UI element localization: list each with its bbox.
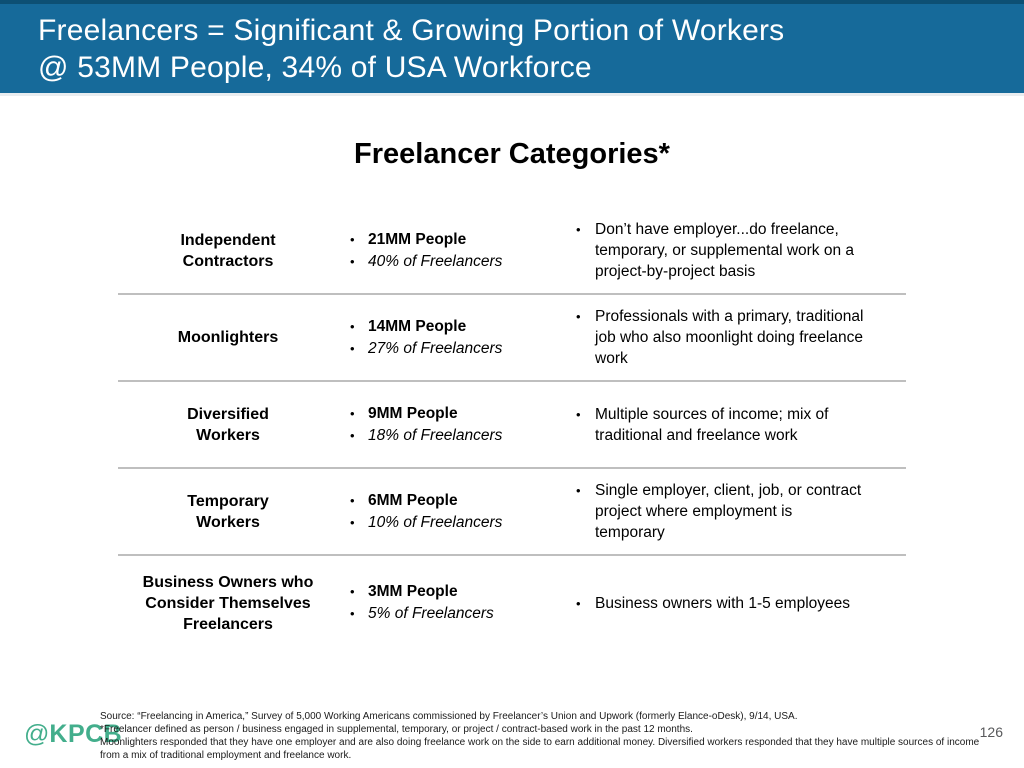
category-stats: • 6MM People • 10% of Freelancers (338, 490, 562, 534)
table-row: Independent Contractors • 21MM People • … (118, 208, 906, 295)
stat-people-line: • 3MM People (350, 581, 562, 603)
category-description-cell: • Multiple sources of income; mix of tra… (562, 404, 906, 446)
stat-share: 18% of Freelancers (368, 426, 503, 444)
bullet-icon: • (576, 595, 581, 611)
category-stats: • 3MM People • 5% of Freelancers (338, 581, 562, 625)
source-line: Source: “Freelancing in America,” Survey… (100, 711, 798, 722)
stat-people-line: • 21MM People (350, 229, 562, 251)
slide-header: Freelancers = Significant & Growing Port… (0, 0, 1024, 96)
category-name: Temporary Workers (187, 492, 269, 531)
stat-people-line: • 6MM People (350, 490, 562, 512)
kpcb-logo-at-glyph: @ (24, 720, 50, 748)
category-description-cell: • Single employer, client, job, or contr… (562, 480, 906, 543)
bullet-icon: • (576, 309, 581, 324)
description-text: Multiple sources of income; mix of tradi… (595, 405, 829, 444)
header-top-strip (0, 0, 1024, 4)
bullet-icon: • (350, 253, 355, 269)
category-name: Moonlighters (177, 329, 279, 346)
page-number: 126 (979, 724, 1003, 740)
category-stats: • 9MM People • 18% of Freelancers (338, 403, 562, 447)
stat-share-line: • 5% of Freelancers (350, 603, 562, 625)
description-text: Single employer, client, job, or contrac… (595, 482, 862, 541)
slide-title: Freelancers = Significant & Growing Port… (38, 12, 1004, 86)
content-heading: Freelancer Categories* (354, 138, 670, 170)
stat-share: 5% of Freelancers (368, 605, 494, 622)
description-text: Business owners with 1-5 employees (595, 594, 851, 612)
stat-share-line: • 10% of Freelancers (350, 512, 562, 534)
kpcb-logo-text: KPCB (49, 720, 123, 748)
category-description-cell: • Professionals with a primary, traditio… (562, 306, 906, 369)
bullet-icon: • (576, 406, 581, 422)
stat-share: 40% of Freelancers (368, 252, 503, 270)
bullet-icon: • (350, 606, 355, 621)
bullet-icon: • (350, 405, 355, 421)
description-text: Don’t have employer...do freelance, temp… (595, 221, 855, 280)
stat-share-line: • 27% of Freelancers (350, 338, 562, 360)
source-line: from a mix of traditional employment and… (100, 750, 352, 761)
freelancer-categories-table: Independent Contractors • 21MM People • … (118, 208, 906, 650)
stat-people-line: • 9MM People (350, 403, 562, 425)
stat-people-line: • 14MM People (350, 316, 562, 338)
description-line: • Business owners with 1-5 employees (576, 593, 898, 614)
source-note: Source: “Freelancing in America,” Survey… (100, 710, 1000, 762)
category-stats: • 14MM People • 27% of Freelancers (338, 316, 562, 360)
bullet-icon: • (350, 231, 355, 247)
stat-people: 9MM People (368, 404, 458, 422)
bullet-icon: • (350, 427, 355, 443)
bullet-icon: • (576, 483, 581, 498)
category-name: Independent Contractors (180, 231, 276, 270)
bullet-icon: • (350, 584, 355, 599)
bullet-icon: • (350, 514, 355, 530)
stat-share: 27% of Freelancers (368, 339, 503, 357)
category-name: Diversified Workers (187, 405, 269, 444)
description-line: • Professionals with a primary, traditio… (576, 306, 898, 369)
table-row: Business Owners who Consider Themselves … (118, 556, 906, 650)
source-line: Moonlighters responded that they have on… (100, 737, 980, 748)
bullet-icon: • (350, 492, 355, 508)
slide-title-line1: Freelancers = Significant & Growing Port… (38, 14, 785, 47)
description-line: • Single employer, client, job, or contr… (576, 480, 898, 543)
category-stats: • 21MM People • 40% of Freelancers (338, 229, 562, 273)
bullet-icon: • (350, 318, 355, 334)
table-row: Moonlighters • 14MM People • 27% of Free… (118, 295, 906, 382)
stat-people: 3MM People (368, 583, 458, 600)
stat-share-line: • 18% of Freelancers (350, 425, 562, 447)
stat-share: 10% of Freelancers (368, 513, 503, 531)
category-description-cell: • Don’t have employer...do freelance, te… (562, 219, 906, 282)
source-line: *Freelancer defined as person / business… (100, 724, 693, 735)
category-description-cell: • Business owners with 1-5 employees (562, 593, 906, 614)
description-line: • Don’t have employer...do freelance, te… (576, 219, 898, 282)
stat-people: 6MM People (368, 491, 458, 509)
stat-people: 14MM People (368, 317, 467, 335)
kpcb-logo: @KPCB (24, 720, 122, 748)
stat-people: 21MM People (368, 230, 467, 248)
table-row: Temporary Workers • 6MM People • 10% of … (118, 469, 906, 556)
stat-share-line: • 40% of Freelancers (350, 251, 562, 273)
bullet-icon: • (576, 222, 581, 237)
description-line: • Multiple sources of income; mix of tra… (576, 404, 898, 446)
category-name: Business Owners who Consider Themselves … (142, 573, 314, 633)
bullet-icon: • (350, 340, 355, 356)
table-row: Diversified Workers • 9MM People • 18% o… (118, 382, 906, 469)
description-text: Professionals with a primary, traditiona… (595, 308, 864, 367)
slide-title-line2: @ 53MM People, 34% of USA Workforce (38, 51, 592, 84)
